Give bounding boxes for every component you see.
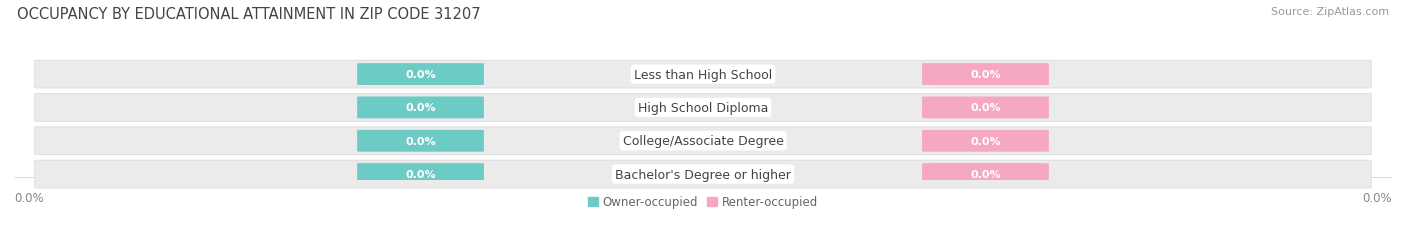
Text: College/Associate Degree: College/Associate Degree (623, 135, 783, 148)
FancyBboxPatch shape (357, 163, 484, 185)
FancyBboxPatch shape (357, 97, 484, 119)
FancyBboxPatch shape (922, 130, 1049, 152)
FancyBboxPatch shape (922, 64, 1049, 86)
Text: 0.0%: 0.0% (1362, 191, 1392, 204)
Text: Bachelor's Degree or higher: Bachelor's Degree or higher (614, 168, 792, 181)
Text: 0.0%: 0.0% (970, 103, 1001, 113)
Text: 0.0%: 0.0% (405, 70, 436, 80)
Text: High School Diploma: High School Diploma (638, 101, 768, 114)
FancyBboxPatch shape (35, 127, 1371, 155)
Text: 0.0%: 0.0% (970, 70, 1001, 80)
FancyBboxPatch shape (357, 64, 484, 86)
FancyBboxPatch shape (35, 94, 1371, 122)
FancyBboxPatch shape (922, 163, 1049, 185)
FancyBboxPatch shape (357, 130, 484, 152)
Text: 0.0%: 0.0% (970, 169, 1001, 179)
Text: 0.0%: 0.0% (14, 191, 44, 204)
Text: Less than High School: Less than High School (634, 68, 772, 81)
FancyBboxPatch shape (922, 97, 1049, 119)
Text: 0.0%: 0.0% (405, 136, 436, 146)
Text: Source: ZipAtlas.com: Source: ZipAtlas.com (1271, 7, 1389, 17)
Text: 0.0%: 0.0% (405, 103, 436, 113)
FancyBboxPatch shape (35, 61, 1371, 89)
Legend: Owner-occupied, Renter-occupied: Owner-occupied, Renter-occupied (583, 191, 823, 213)
Text: 0.0%: 0.0% (970, 136, 1001, 146)
FancyBboxPatch shape (35, 161, 1371, 188)
Text: 0.0%: 0.0% (405, 169, 436, 179)
Text: OCCUPANCY BY EDUCATIONAL ATTAINMENT IN ZIP CODE 31207: OCCUPANCY BY EDUCATIONAL ATTAINMENT IN Z… (17, 7, 481, 22)
